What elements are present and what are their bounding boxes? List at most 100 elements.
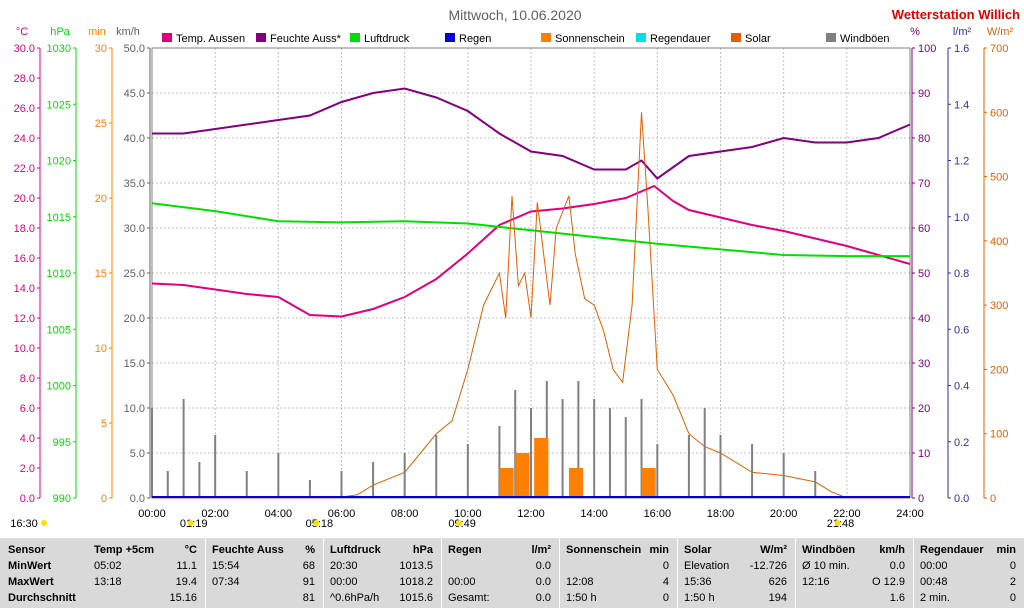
table-cell: 19.4 bbox=[175, 576, 197, 588]
table-cell: 0 bbox=[662, 592, 669, 604]
tick-label: 2.0 bbox=[20, 463, 35, 475]
tick-label: 35.0 bbox=[124, 178, 145, 190]
table-cell: 2 bbox=[1009, 576, 1016, 588]
weather-chart: Mittwoch, 10.06.2020 Wetterstation Willi… bbox=[10, 7, 1021, 530]
tick-label: 0.2 bbox=[954, 437, 969, 449]
tick-label: 0.4 bbox=[954, 381, 969, 393]
tick-label: 14.0 bbox=[14, 283, 35, 295]
table-cell: 626 bbox=[768, 576, 787, 588]
tick-label: 200 bbox=[990, 364, 1008, 376]
table-cell: Sonnenschein bbox=[566, 544, 642, 556]
legend-swatch bbox=[541, 33, 551, 42]
tick-label: 70 bbox=[918, 178, 930, 190]
tick-label: 12.0 bbox=[14, 313, 35, 325]
series-line bbox=[151, 184, 911, 318]
table-cell: 1:50 h bbox=[566, 592, 597, 604]
table-column: Solar W/m² Elevation -12.726 15:36 626 1:50 h 1… bbox=[677, 538, 795, 608]
x-tick-label: 16:00 bbox=[644, 508, 672, 520]
tick-label: 30 bbox=[95, 43, 107, 55]
tick-label: 1000 bbox=[47, 381, 71, 393]
legend-label: Windböen bbox=[840, 33, 890, 45]
table-cell: 15:54 bbox=[212, 560, 240, 572]
tick-label: 1.4 bbox=[954, 99, 969, 111]
axis-unit: °C bbox=[16, 26, 28, 38]
x-tick-label: 14:00 bbox=[580, 508, 608, 520]
tick-label: 26.0 bbox=[14, 103, 35, 115]
station-name: Wetterstation Willich bbox=[892, 7, 1020, 22]
tick-label: 25.0 bbox=[124, 268, 145, 280]
time-marker-label: 09:49 bbox=[448, 518, 476, 530]
legend-swatch bbox=[826, 33, 836, 42]
table-cell: l/m² bbox=[531, 544, 551, 556]
x-tick-label: 10:00 bbox=[454, 508, 482, 520]
legend-swatch bbox=[731, 33, 741, 42]
x-tick-label: 22:00 bbox=[833, 508, 861, 520]
axis-unit: hPa bbox=[50, 26, 70, 38]
table-cell: % bbox=[305, 544, 315, 556]
table-cell: W/m² bbox=[760, 544, 787, 556]
tick-label: 10 bbox=[918, 448, 930, 460]
table-cell: 0 bbox=[1009, 592, 1016, 604]
legend-label: Regen bbox=[459, 33, 491, 45]
legend-swatch bbox=[445, 33, 455, 42]
table-cell: O 12.9 bbox=[871, 576, 905, 588]
sun-marker-icon bbox=[456, 520, 463, 526]
table-column: Sonnenschein min 0 12:08 4 1:50 h 0 bbox=[559, 538, 677, 608]
tick-label: 40.0 bbox=[124, 133, 145, 145]
tick-label: 10.0 bbox=[124, 403, 145, 415]
table-cell: ^0.6hPa/h bbox=[330, 592, 380, 604]
sunshine-bar bbox=[568, 468, 584, 498]
table-cell: Gesamt: bbox=[448, 592, 490, 604]
tick-label: 5.0 bbox=[130, 448, 145, 460]
tick-label: 45.0 bbox=[124, 88, 145, 100]
table-cell: Windböen bbox=[802, 544, 856, 556]
table-cell: 194 bbox=[768, 592, 787, 604]
sun-marker-icon bbox=[313, 520, 320, 526]
x-tick-label: 00:00 bbox=[138, 508, 166, 520]
table-cell: 12:16 bbox=[802, 576, 830, 588]
table-cell: Luftdruck bbox=[330, 544, 381, 556]
x-tick-label: 08:00 bbox=[391, 508, 419, 520]
table-cell: 15:36 bbox=[684, 576, 712, 588]
tick-label: 0.0 bbox=[954, 493, 969, 505]
sun-marker-icon bbox=[187, 520, 194, 526]
tick-label: 10 bbox=[95, 343, 107, 355]
tick-label: 1.2 bbox=[954, 156, 969, 168]
table-cell: 2 min. bbox=[920, 592, 950, 604]
max-label: MaxWert bbox=[8, 576, 54, 588]
tick-label: 1010 bbox=[47, 268, 71, 280]
table-cell: 00:48 bbox=[920, 576, 948, 588]
tick-label: 100 bbox=[990, 429, 1008, 441]
tick-label: 1.0 bbox=[954, 212, 969, 224]
table-cell: 1015.6 bbox=[399, 592, 433, 604]
tick-label: 0.8 bbox=[954, 268, 969, 280]
tick-label: 0 bbox=[101, 493, 107, 505]
tick-label: 995 bbox=[53, 437, 71, 449]
axis-unit: km/h bbox=[116, 26, 140, 38]
tick-label: 28.0 bbox=[14, 73, 35, 85]
tick-label: 990 bbox=[53, 493, 71, 505]
axis-units: °C hPa min km/h% l/m² W/m² bbox=[16, 26, 1014, 38]
summary-table: Sensor MinWert MaxWert Durchschnitt Temp… bbox=[0, 538, 1024, 608]
tick-label: 300 bbox=[990, 300, 1008, 312]
avg-label: Durchschnitt bbox=[8, 592, 76, 604]
time-markers: 16:30 01:19 05:18 09:49 21:48 bbox=[10, 518, 854, 530]
table-cell: min bbox=[996, 544, 1016, 556]
table-cell: 05:02 bbox=[94, 560, 122, 572]
time-marker-label: 21:48 bbox=[827, 518, 855, 530]
tick-label: 500 bbox=[990, 172, 1008, 184]
table-cell: Elevation bbox=[684, 560, 730, 572]
axis-unit: l/m² bbox=[953, 26, 972, 38]
table-cell: min bbox=[649, 544, 669, 556]
table-cell: Temp +5cm bbox=[94, 544, 155, 556]
table-cell: 68 bbox=[302, 560, 315, 572]
table-cell: 91 bbox=[302, 576, 315, 588]
tick-label: 20 bbox=[95, 193, 107, 205]
table-cell: 07:34 bbox=[212, 576, 240, 588]
series-line bbox=[152, 87, 911, 180]
table-cell: hPa bbox=[412, 544, 433, 556]
table-cell: Regendauer bbox=[920, 544, 984, 556]
axis-unit: W/m² bbox=[987, 26, 1014, 38]
tick-label: 1015 bbox=[47, 212, 71, 224]
tick-label: 22.0 bbox=[14, 163, 35, 175]
